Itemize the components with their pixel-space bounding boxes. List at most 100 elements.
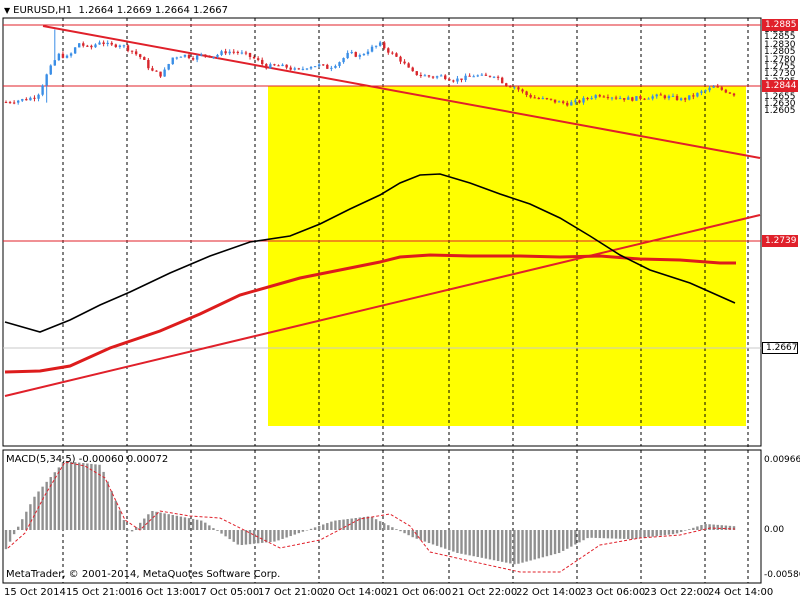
macd-bar: [631, 530, 634, 540]
macd-bar: [139, 522, 142, 530]
candle-body: [183, 54, 187, 57]
candle-body: [464, 75, 467, 81]
candle-body: [106, 42, 109, 45]
candle-body: [419, 74, 423, 76]
candle-body: [175, 57, 179, 59]
candle-body: [712, 86, 715, 88]
macd-pane[interactable]: [2, 449, 762, 584]
level-price-tag: 1.2885: [762, 19, 798, 31]
candle-body: [724, 89, 728, 93]
candle-body: [533, 97, 536, 99]
ascending-trendline[interactable]: [4, 214, 761, 397]
macd-bar: [732, 526, 736, 530]
candle-body: [391, 52, 394, 54]
time-label: 21 Oct 06:00: [386, 587, 452, 598]
candle-body: [362, 54, 366, 56]
price-tick-label: 1.2730: [764, 69, 796, 80]
candle-body: [195, 55, 199, 60]
macd-bar: [667, 530, 671, 535]
macd-bar: [557, 530, 561, 554]
macd-bar: [102, 471, 105, 530]
candle-body: [147, 59, 150, 69]
horizontal-levels: [3, 24, 761, 349]
candle-body: [187, 54, 191, 59]
macd-bar: [488, 530, 492, 560]
candle-body: [602, 96, 606, 98]
macd-bar: [610, 530, 614, 539]
candle-body: [500, 77, 504, 84]
ma-fast-line: [4, 173, 736, 333]
macd-bar: [464, 530, 467, 555]
macd-bar: [622, 530, 626, 539]
macd-bar: [435, 530, 439, 546]
time-label: 17 Oct 21:00: [258, 587, 324, 598]
macd-bar: [712, 524, 715, 530]
candle-body: [289, 67, 292, 70]
macd-bar: [285, 530, 288, 538]
time-label: 23 Oct 06:00: [580, 587, 646, 598]
candle-body: [256, 58, 260, 60]
dropdown-icon[interactable]: ▼: [4, 6, 11, 15]
macd-bar: [4, 530, 8, 550]
candle-body: [427, 75, 431, 77]
candle-body: [582, 98, 585, 103]
candle-body: [21, 99, 24, 101]
macd-bar: [696, 526, 699, 530]
macd-tick-label: 0.00966: [764, 455, 800, 465]
macd-bar: [659, 530, 662, 536]
candle-body: [350, 52, 353, 54]
macd-bar: [301, 530, 305, 532]
price-tick-label: 1.2830: [764, 39, 796, 50]
macd-bar: [17, 526, 20, 530]
macd-bar: [187, 518, 191, 530]
macd-bar: [293, 530, 296, 535]
macd-bar: [545, 530, 549, 557]
macd-bar: [273, 530, 276, 542]
macd-bar: [618, 530, 622, 539]
macd-bar: [130, 530, 134, 532]
macd-bar: [317, 525, 321, 530]
descending-trendline[interactable]: [42, 25, 761, 159]
macd-bar: [663, 530, 667, 536]
candle-body: [618, 98, 622, 100]
candle-body: [708, 87, 711, 91]
macd-bar: [224, 530, 227, 537]
candle-body: [578, 100, 581, 103]
candle-body: [110, 42, 113, 45]
macd-bar: [252, 530, 256, 544]
macd-bar: [427, 530, 431, 544]
macd-bar: [277, 530, 280, 541]
candle-body: [659, 94, 662, 96]
macd-bar: [537, 530, 540, 559]
macd-bar: [82, 463, 85, 530]
macd-bar: [643, 530, 646, 538]
candle-body: [216, 54, 219, 57]
macd-bar: [578, 530, 581, 543]
candle-body: [586, 98, 589, 100]
candle-body: [8, 102, 12, 104]
macd-bar: [94, 464, 97, 530]
candle-body: [667, 96, 671, 99]
macd-bar: [586, 530, 589, 539]
candle-body: [509, 86, 512, 88]
candle-body: [65, 55, 69, 58]
level-price-tag: 1.2739: [762, 235, 798, 247]
trendlines: [4, 25, 761, 397]
candle-body: [716, 86, 719, 88]
macd-bar: [496, 530, 500, 562]
macd-histogram: [4, 461, 736, 565]
macd-bar: [570, 530, 573, 547]
macd-bar: [399, 530, 402, 532]
candle-body: [525, 91, 528, 96]
macd-bar: [362, 516, 366, 530]
macd-bar: [90, 463, 93, 530]
candle-body: [683, 98, 687, 100]
macd-bar: [220, 530, 223, 534]
candle-body: [301, 68, 305, 70]
macd-bar: [350, 518, 353, 530]
macd-bar: [110, 491, 113, 530]
candle-body: [191, 58, 195, 60]
candle-body: [224, 51, 227, 54]
candle-body: [663, 95, 667, 99]
